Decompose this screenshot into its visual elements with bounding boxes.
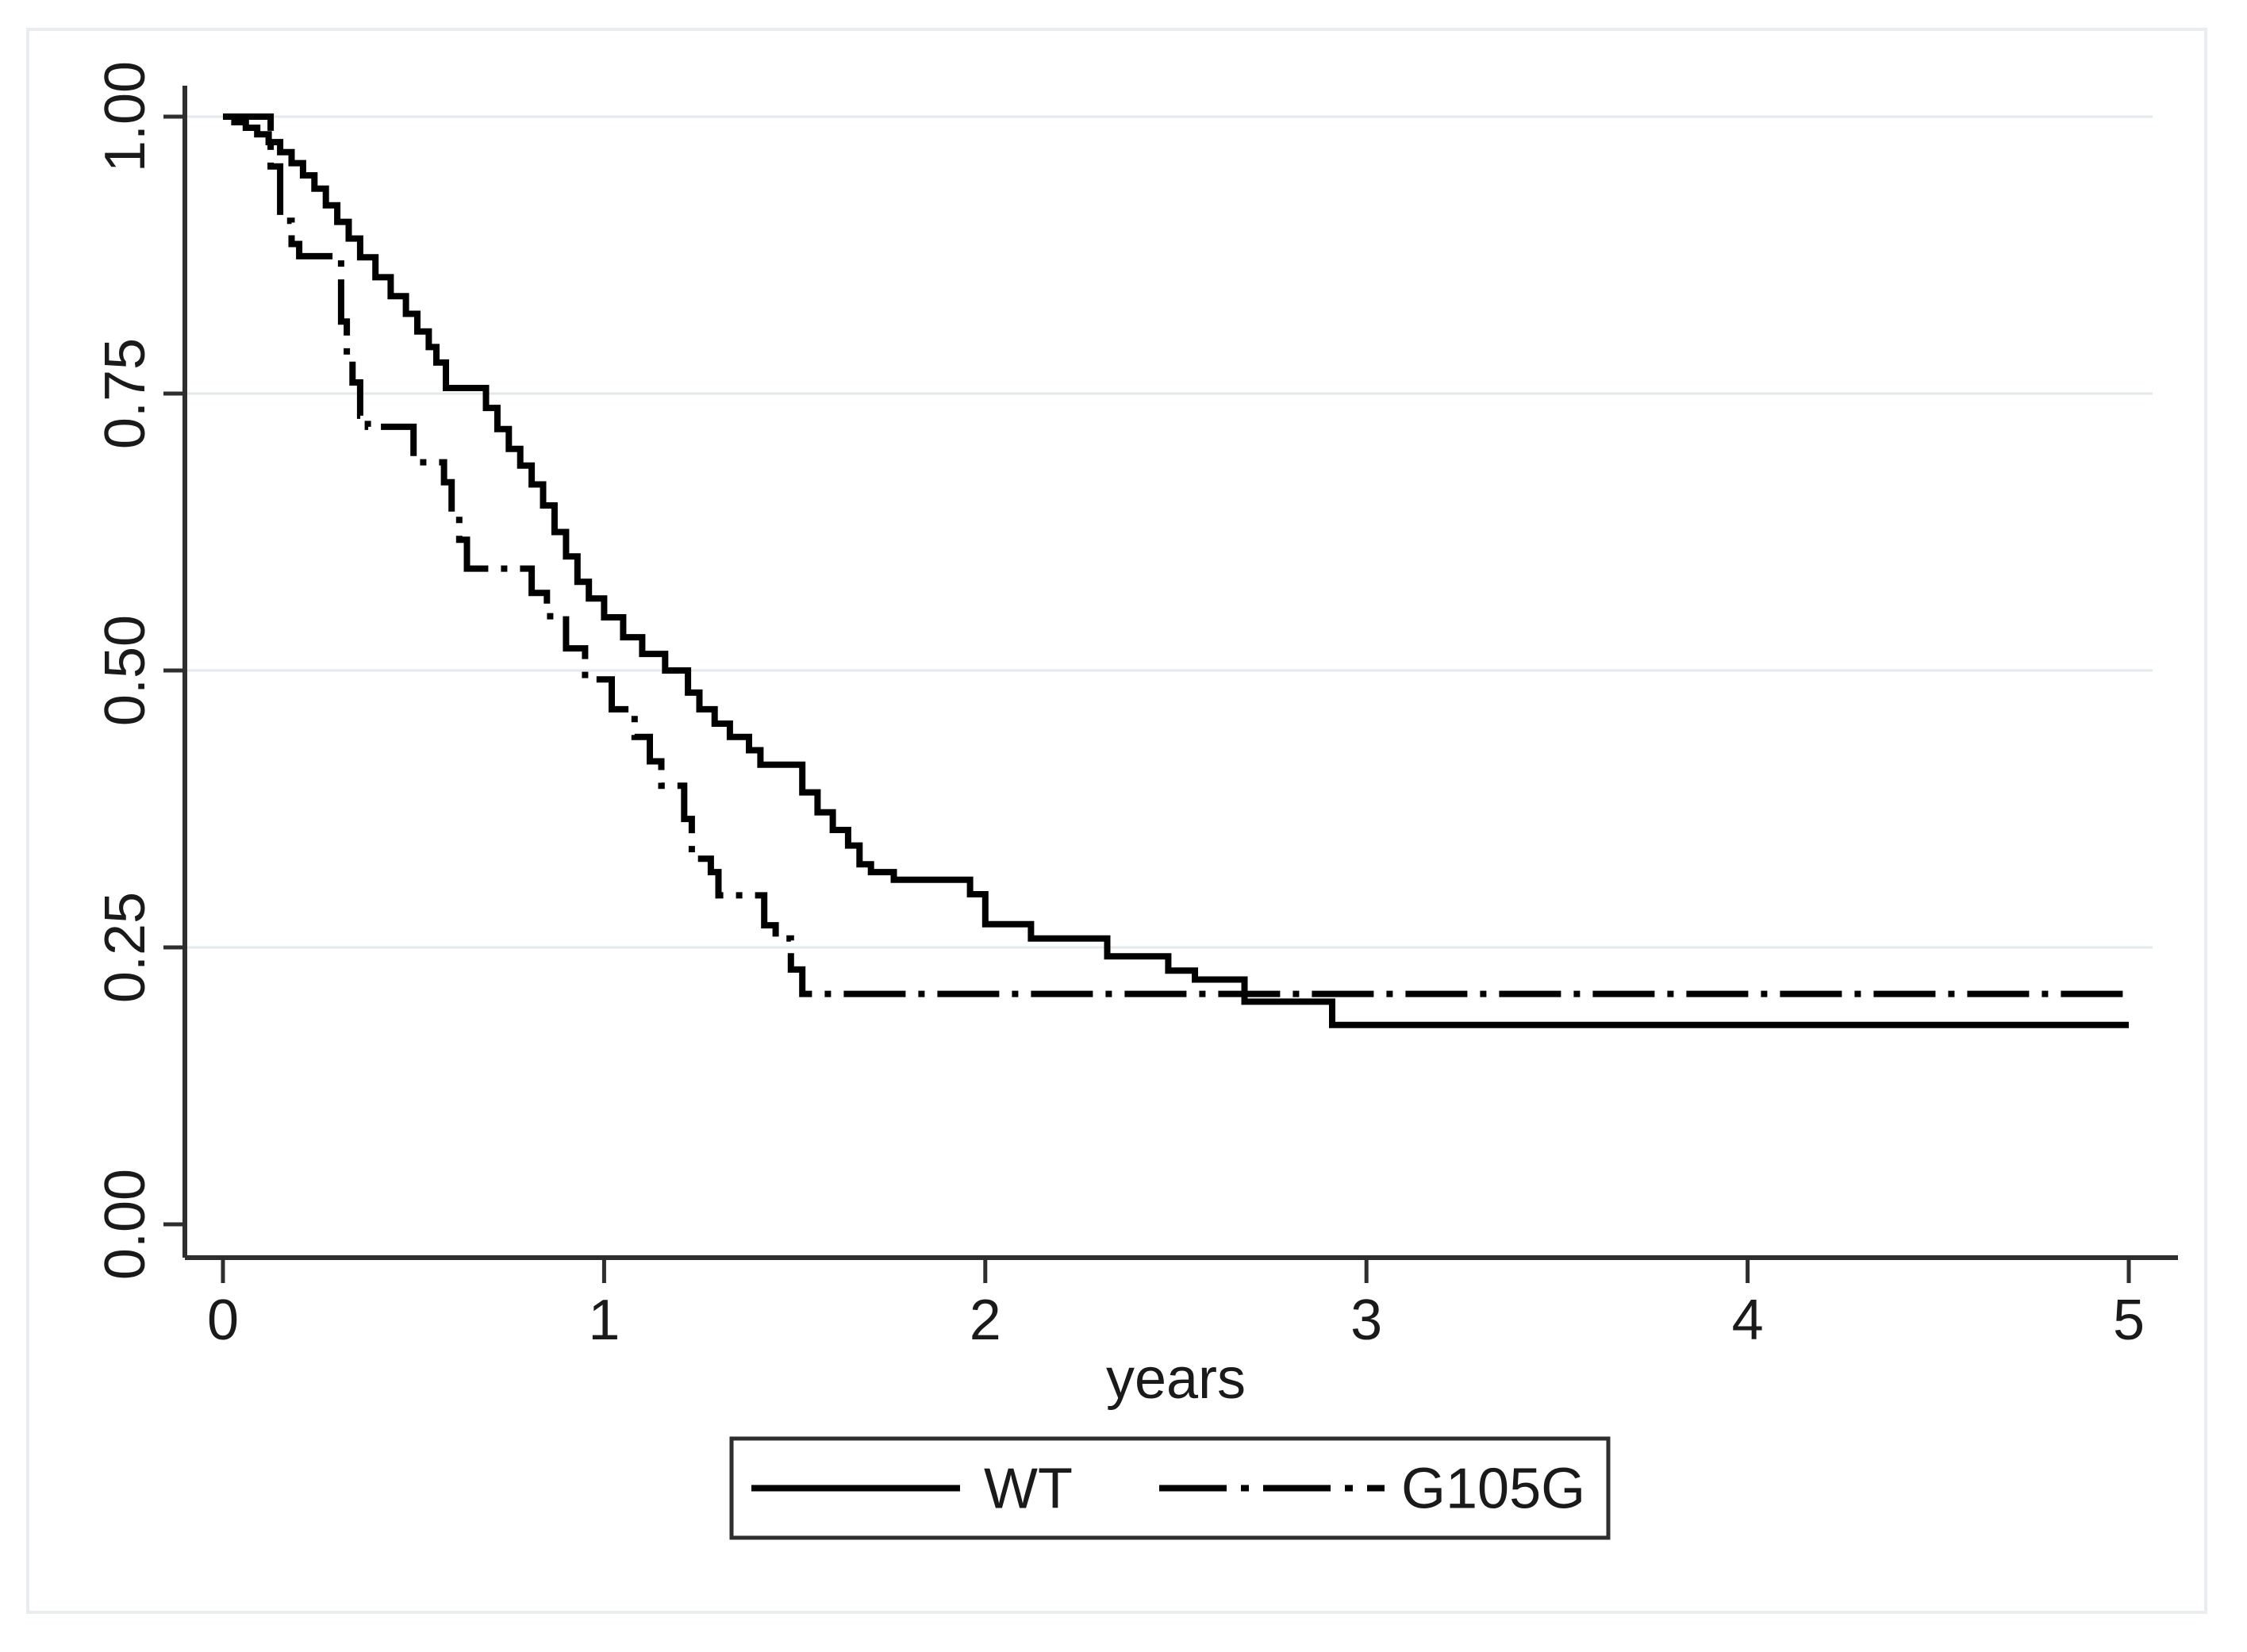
legend-label-g105g: G105G [1401,1458,1585,1521]
figure-border [26,28,2207,1614]
y-tick-label-0.25: 0.25 [94,892,157,1003]
y-tick-label-0.00: 0.00 [94,1169,157,1280]
x-tick-label-2: 2 [970,1289,1001,1352]
x-tick-label-1: 1 [588,1289,620,1352]
y-tick-label-0.75: 0.75 [94,338,157,449]
x-tick-label-4: 4 [1732,1289,1764,1352]
x-axis-title: years [1106,1347,1246,1411]
x-tick-label-0: 0 [207,1289,239,1352]
series-line-g105g [223,113,2129,997]
x-tick-label-3: 3 [1350,1289,1382,1352]
series-line-wt [223,113,2129,1028]
legend-label-wt: WT [984,1458,1073,1521]
x-tick-label-5: 5 [2113,1289,2145,1352]
y-tick-label-1.00: 1.00 [94,61,157,172]
y-tick-label-0.50: 0.50 [94,615,157,726]
